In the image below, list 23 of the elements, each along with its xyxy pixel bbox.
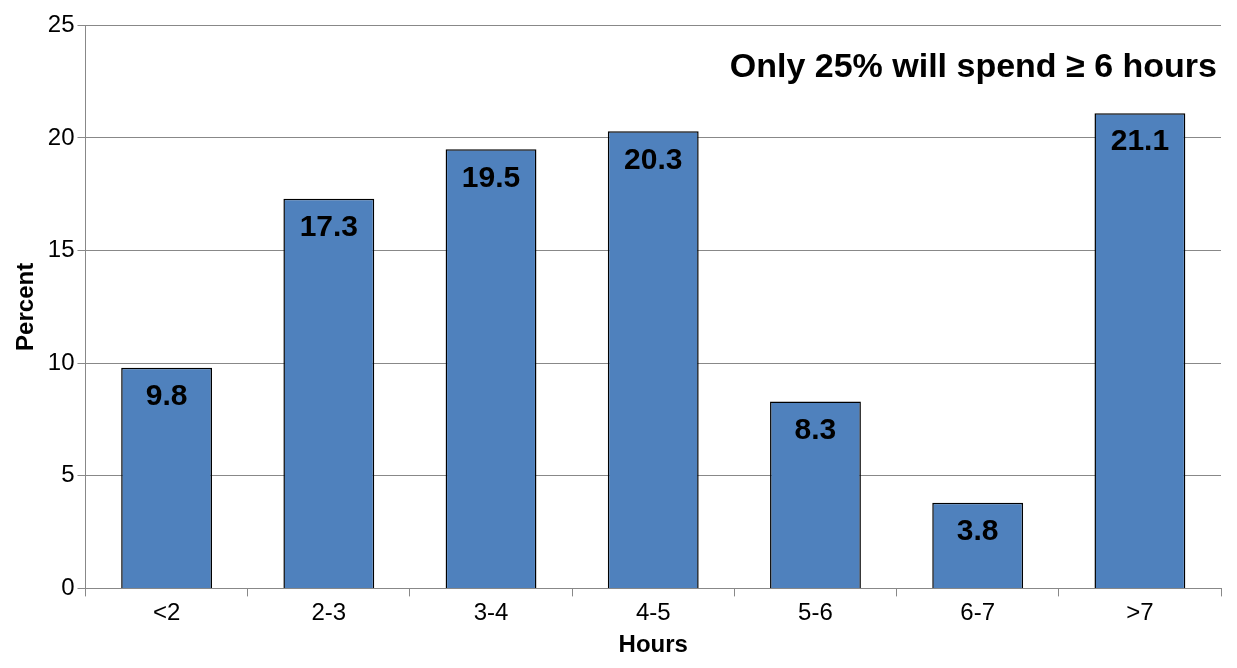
data-label: 21.1 <box>1110 123 1170 157</box>
x-tick-label: 5-6 <box>798 598 833 626</box>
data-label: 17.3 <box>299 209 359 243</box>
data-label: 3.8 <box>956 513 999 547</box>
y-tick-label: 20 <box>47 122 75 150</box>
y-tick-label: 0 <box>61 573 75 601</box>
y-tick-label: 5 <box>61 460 75 488</box>
x-axis-title: Hours <box>618 630 688 658</box>
y-tick-label: 10 <box>47 347 75 375</box>
x-tick-label: 3-4 <box>473 598 509 626</box>
annotation: Only 25% will spend ≥ 6 hours <box>729 45 1217 84</box>
y-tick-label: 25 <box>47 10 75 38</box>
x-tick-label: 4-5 <box>635 598 671 626</box>
data-label: 20.3 <box>624 141 683 175</box>
x-tick-label: 6-7 <box>960 598 996 626</box>
x-tick-label: >7 <box>1126 598 1154 626</box>
data-label: 19.5 <box>461 159 521 193</box>
y-axis-title: Percent <box>11 262 39 351</box>
x-tick-label: <2 <box>152 598 181 626</box>
y-tick-label: 15 <box>47 235 75 263</box>
x-tick-label: 2-3 <box>311 598 347 626</box>
data-label: 8.3 <box>794 411 837 445</box>
data-label: 9.8 <box>145 377 188 411</box>
